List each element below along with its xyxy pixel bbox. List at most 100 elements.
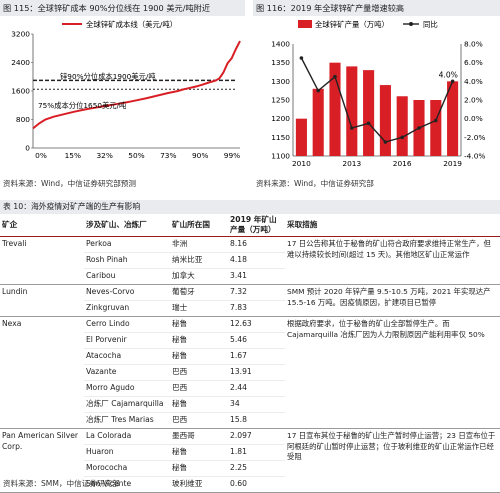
cell-country: 加拿大 (170, 268, 228, 285)
fig116-x-tick: 2016 (393, 159, 412, 168)
fig115-source: 资料来源：Wind，中信证券研究部预测 (3, 179, 136, 188)
cell-output: 7.32 (228, 284, 285, 301)
cell-country: 巴西 (170, 412, 228, 429)
header-country: 矿山所在国 (170, 214, 228, 237)
cell-country: 秘鲁 (170, 460, 228, 477)
table-row: Vazante 巴西 13.91 (0, 364, 500, 381)
fig115-legend-label: 全球锌矿成本线（美元/吨） (86, 20, 177, 29)
cell-company: Lundin (0, 284, 84, 317)
table-row: Pan American Silver Corp. La Colorada 墨西哥 2… (0, 428, 500, 493)
cell-country: 巴西 (170, 380, 228, 397)
table-source: 资料来源：SMM，中信证券研究部 (3, 479, 120, 488)
cell-country: 瑞士 (170, 300, 228, 317)
cell-mine: Cerro Lindo (84, 316, 170, 333)
cell-mine: Atacocha (84, 348, 170, 365)
cell-mine: La Colorada (84, 428, 170, 445)
table-row: 冶炼厂 Cajamarquilla 秘鲁 34 (0, 396, 500, 413)
fig115-y-tick: 800 (16, 115, 30, 124)
fig115-y-tick: 1600 (11, 87, 30, 96)
cell-output: 13.91 (228, 364, 285, 381)
table-row: Morro Agudo 巴西 2.44 (0, 380, 500, 397)
fig116-y-left-tick: 1250 (271, 96, 290, 105)
fig116-y-left-tick: 1350 (271, 58, 290, 67)
cell-country: 秘鲁 (170, 396, 228, 413)
mine-impact-table: 矿企 涉及矿山、冶炼厂 矿山所在国 2019 年矿山产量（万吨） 采取措施 Tr… (0, 214, 500, 493)
fig116-bar-2011 (312, 88, 324, 156)
fig115-cost-curve (32, 40, 241, 130)
cell-output: 8.16 (228, 236, 285, 253)
fig116-y-right-tick: 4.0% (464, 77, 483, 86)
cell-mine: Perkoa (84, 236, 170, 253)
cell-country: 非洲 (170, 236, 228, 253)
cell-country: 秘鲁 (170, 332, 228, 349)
fig116-x-tick: 2010 (292, 159, 311, 168)
table-title: 表 10：海外疫情对矿产端的生产有影响 (0, 200, 500, 214)
fig116-legend-bar-label: 全球锌矿产量（万吨） (315, 20, 389, 29)
table-row: Rosh Pinah 纳米比亚 4.18 (0, 252, 500, 269)
fig116-legend-line-label: 同比 (423, 20, 438, 29)
table-row: El Porvenir 秘鲁 5.46 (0, 332, 500, 349)
fig116-chart: 全球锌矿产量（万吨） 同比 4.0% 1100 1150 1200 1250 1300 1… (271, 20, 485, 168)
cell-output: 34 (228, 396, 285, 413)
fig116-y-left-tick: 1150 (271, 133, 290, 142)
fig116-yoy-point-2014 (366, 121, 371, 126)
cell-mine: 冶炼厂 Cajamarquilla (84, 396, 170, 413)
cell-measure: 17 日公告称其位于秘鲁的矿山符合政府要求维持正常生产，但难以持续较长时间(超过… (285, 236, 500, 285)
fig115-annotation-90: 锌90%分位成本1900美元/吨 (60, 72, 156, 81)
fig115-x-tick: 32% (96, 151, 112, 160)
fig116-bar-2013 (346, 66, 358, 156)
cell-company: Pan American Silver Corp. (0, 428, 84, 493)
header-output: 2019 年矿山产量（万吨） (228, 214, 285, 237)
cell-country: 秘鲁 (170, 316, 228, 333)
header-mine: 涉及矿山、冶炼厂 (84, 214, 170, 237)
fig115-chart: 全球锌矿成本线（美元/吨） 锌90%分位成本1900美元/吨 75%成本分位16… (11, 20, 241, 160)
header-company: 矿企 (0, 214, 84, 237)
fig115-x-tick: 0% (35, 151, 47, 160)
fig116-source: 资料来源：Wind，中信证券研究部 (256, 179, 374, 188)
table-row: Trevali Perkoa 非洲 8.16 17 日公告称其位于秘鲁的矿山符合政府要求… (0, 236, 500, 285)
cell-country: 秘鲁 (170, 444, 228, 461)
table-header-row: 矿企 涉及矿山、冶炼厂 矿山所在国 2019 年矿山产量（万吨） 采取措施 (0, 214, 500, 237)
fig116-yoy-point-2017 (417, 126, 421, 130)
fig116-bar-2019 (447, 81, 459, 156)
fig116-yoy-point-2019 (450, 79, 455, 84)
cell-country: 玻利维亚 (170, 476, 228, 493)
fig116-bar-2016 (396, 96, 408, 156)
fig115-title: 图 115：全球锌矿成本 90%分位线在 1900 美元/吨附近 (0, 0, 245, 16)
table-row: Lundin Neves-Corvo 葡萄牙 7.32 SMM 预计 2020 年锌产量… (0, 284, 500, 317)
cell-mine: Neves-Corvo (84, 284, 170, 301)
fig116-y-left-tick: 1100 (271, 152, 290, 161)
fig116-y-right-tick: -4.0% (464, 152, 485, 161)
fig116-bar-2014 (363, 70, 375, 156)
fig116-yoy-line (300, 57, 454, 143)
fig116-legend: 全球锌矿产量（万吨） 同比 (298, 20, 438, 29)
fig116-y-left-tick: 1400 (271, 40, 290, 49)
fig116-y-right-tick: 8.0% (464, 40, 483, 49)
cell-output: 1.81 (228, 444, 285, 461)
cell-measure: 17 日宣布其位于秘鲁的矿山生产暂时停止运营；23 日宣布位于阿根廷的矿山暂时停… (285, 428, 500, 493)
cell-output: 12.63 (228, 316, 285, 333)
fig116-yoy-point-2013 (350, 126, 354, 130)
fig116-y-right-tick: 6.0% (464, 58, 483, 67)
cell-output: 2.25 (228, 460, 285, 477)
fig115-x-tick: 50% (128, 151, 144, 160)
cell-mine: Morro Agudo (84, 380, 170, 397)
fig116-yoy-point-2012 (333, 74, 337, 79)
cell-mine: Morococha (84, 460, 170, 477)
cell-country: 葡萄牙 (170, 284, 228, 301)
table-row: 冶炼厂 Tres Marias 巴西 15.8 (0, 412, 500, 429)
table-row: Caribou 加拿大 3.41 (0, 268, 500, 285)
fig116-y-left-tick: 1300 (271, 77, 290, 86)
fig116-x-tick: 2013 (342, 159, 361, 168)
cell-output: 2.097 (228, 428, 285, 445)
fig115-x-tick: 15% (65, 151, 81, 160)
cell-output: 15.8 (228, 412, 285, 429)
cell-output: 7.83 (228, 300, 285, 317)
fig115-annotation-75: 75%成本分位1650美元/吨 (38, 101, 127, 110)
fig115-y-tick: 3200 (11, 30, 30, 39)
fig116-y-right-tick: 0.0% (464, 114, 483, 123)
cell-mine: Caribou (84, 268, 170, 285)
cell-output: 3.41 (228, 268, 285, 285)
table-row: Huaron 秘鲁 1.81 (0, 444, 500, 461)
cell-mine: Vazante (84, 364, 170, 381)
